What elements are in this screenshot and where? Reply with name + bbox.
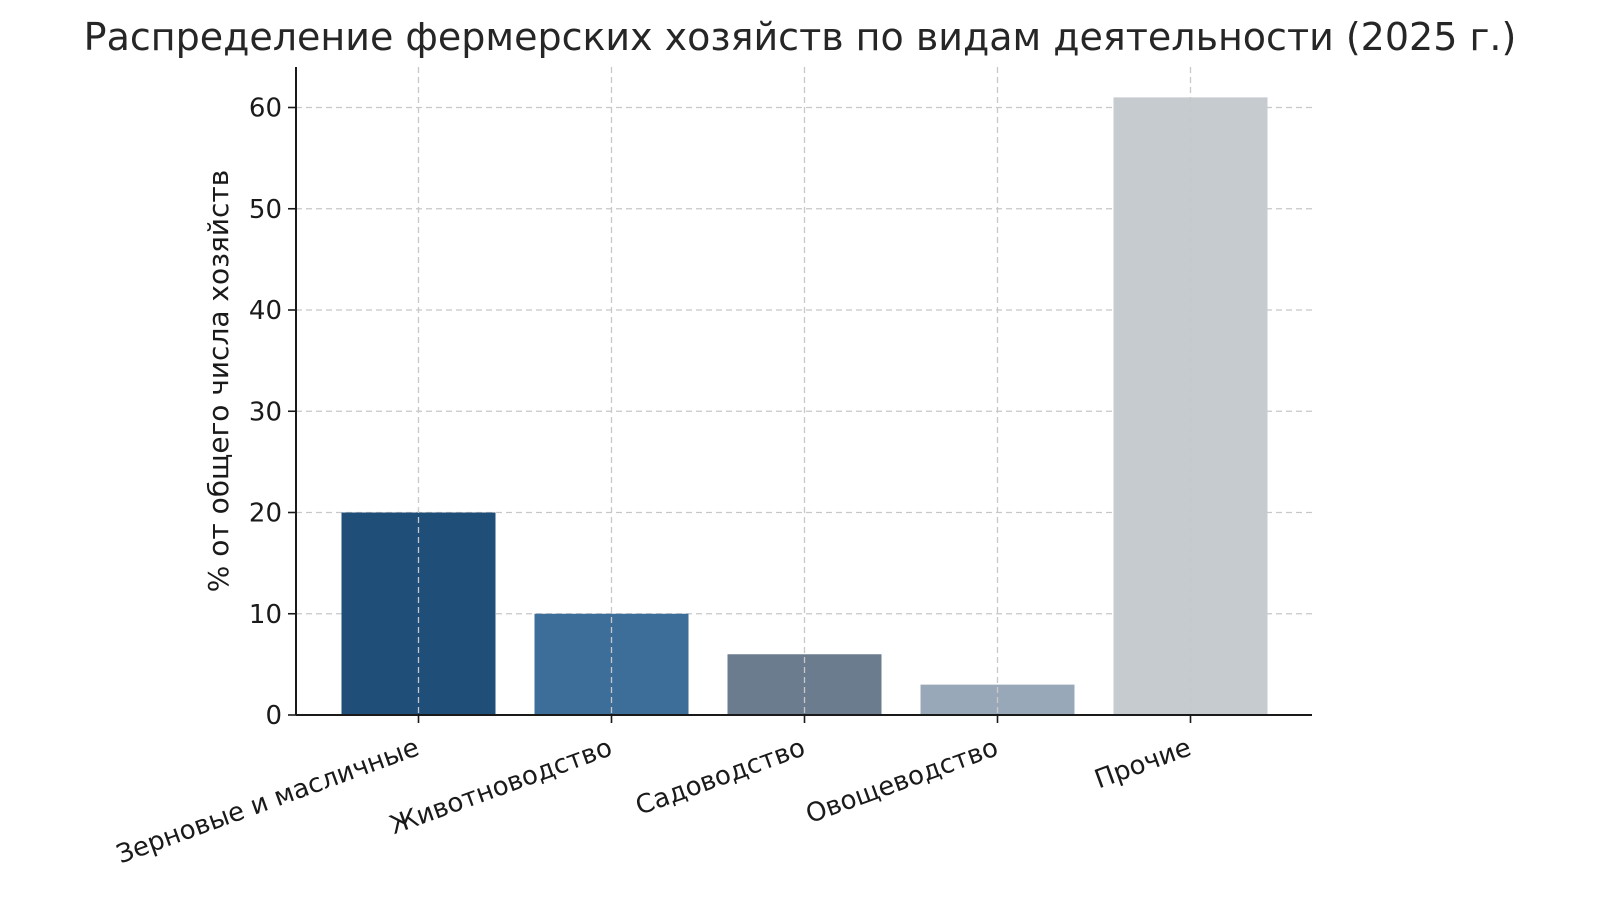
y-tick-label: 30: [249, 397, 282, 427]
y-tick-label: 0: [265, 701, 282, 731]
y-tick-label: 10: [249, 600, 282, 630]
vertical-gridlines: [417, 67, 1192, 715]
bar: [727, 654, 882, 715]
y-tick-label: 40: [249, 296, 282, 326]
x-tick-label: Овощеводство: [802, 733, 1002, 830]
x-tick-label: Животноводство: [386, 733, 616, 841]
x-tick-label: Садоводство: [632, 733, 809, 822]
y-tick-label: 50: [249, 195, 282, 225]
chart-title: Распределение фермерских хозяйств по вид…: [84, 15, 1517, 59]
x-tick-label: Прочие: [1091, 733, 1195, 795]
x-tick-label: Зерновые и масличные: [113, 733, 424, 870]
y-ticks: 0 10 20 30 40 50 60: [249, 94, 296, 731]
y-tick-label: 20: [249, 499, 282, 529]
y-axis-label: % от общего числа хозяйств: [202, 170, 235, 593]
y-tick-label: 60: [249, 94, 282, 124]
